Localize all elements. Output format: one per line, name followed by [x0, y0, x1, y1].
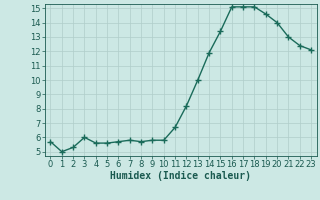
X-axis label: Humidex (Indice chaleur): Humidex (Indice chaleur): [110, 171, 251, 181]
